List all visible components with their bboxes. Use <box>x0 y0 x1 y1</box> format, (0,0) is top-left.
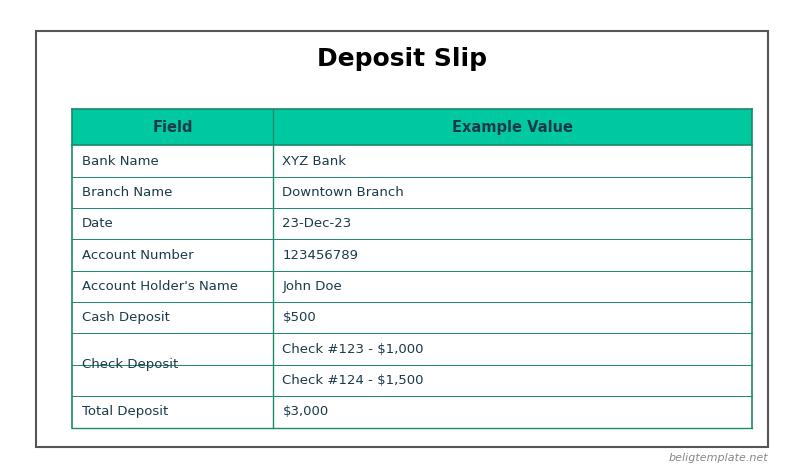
Bar <box>72 177 751 208</box>
Text: $500: $500 <box>282 311 316 324</box>
Bar <box>36 31 767 446</box>
Bar <box>72 109 751 145</box>
Bar <box>72 271 751 302</box>
Text: Bank Name: Bank Name <box>82 154 158 168</box>
Text: Total Deposit: Total Deposit <box>82 405 168 418</box>
Text: XYZ Bank: XYZ Bank <box>282 154 346 168</box>
Text: Date: Date <box>82 217 113 230</box>
Bar <box>72 145 751 177</box>
Text: Deposit Slip: Deposit Slip <box>316 48 487 71</box>
Text: Check #124 - $1,500: Check #124 - $1,500 <box>282 374 423 387</box>
Text: 123456789: 123456789 <box>282 248 358 262</box>
Text: Downtown Branch: Downtown Branch <box>282 186 404 199</box>
Text: Check #123 - $1,000: Check #123 - $1,000 <box>282 342 423 356</box>
Bar <box>72 333 751 365</box>
Text: Account Holder's Name: Account Holder's Name <box>82 280 238 293</box>
Text: Example Value: Example Value <box>451 120 572 135</box>
Text: Branch Name: Branch Name <box>82 186 172 199</box>
Text: John Doe: John Doe <box>282 280 342 293</box>
Bar <box>72 396 751 428</box>
Bar <box>72 208 751 239</box>
Bar <box>72 239 751 271</box>
Text: Cash Deposit: Cash Deposit <box>82 311 169 324</box>
Text: Field: Field <box>152 120 193 135</box>
Text: Account Number: Account Number <box>82 248 194 262</box>
Bar <box>72 365 751 396</box>
Text: beligtemplate.net: beligtemplate.net <box>667 453 767 464</box>
Bar <box>72 302 751 333</box>
Text: Check Deposit: Check Deposit <box>82 358 178 371</box>
Text: $3,000: $3,000 <box>282 405 328 418</box>
Text: 23-Dec-23: 23-Dec-23 <box>282 217 351 230</box>
